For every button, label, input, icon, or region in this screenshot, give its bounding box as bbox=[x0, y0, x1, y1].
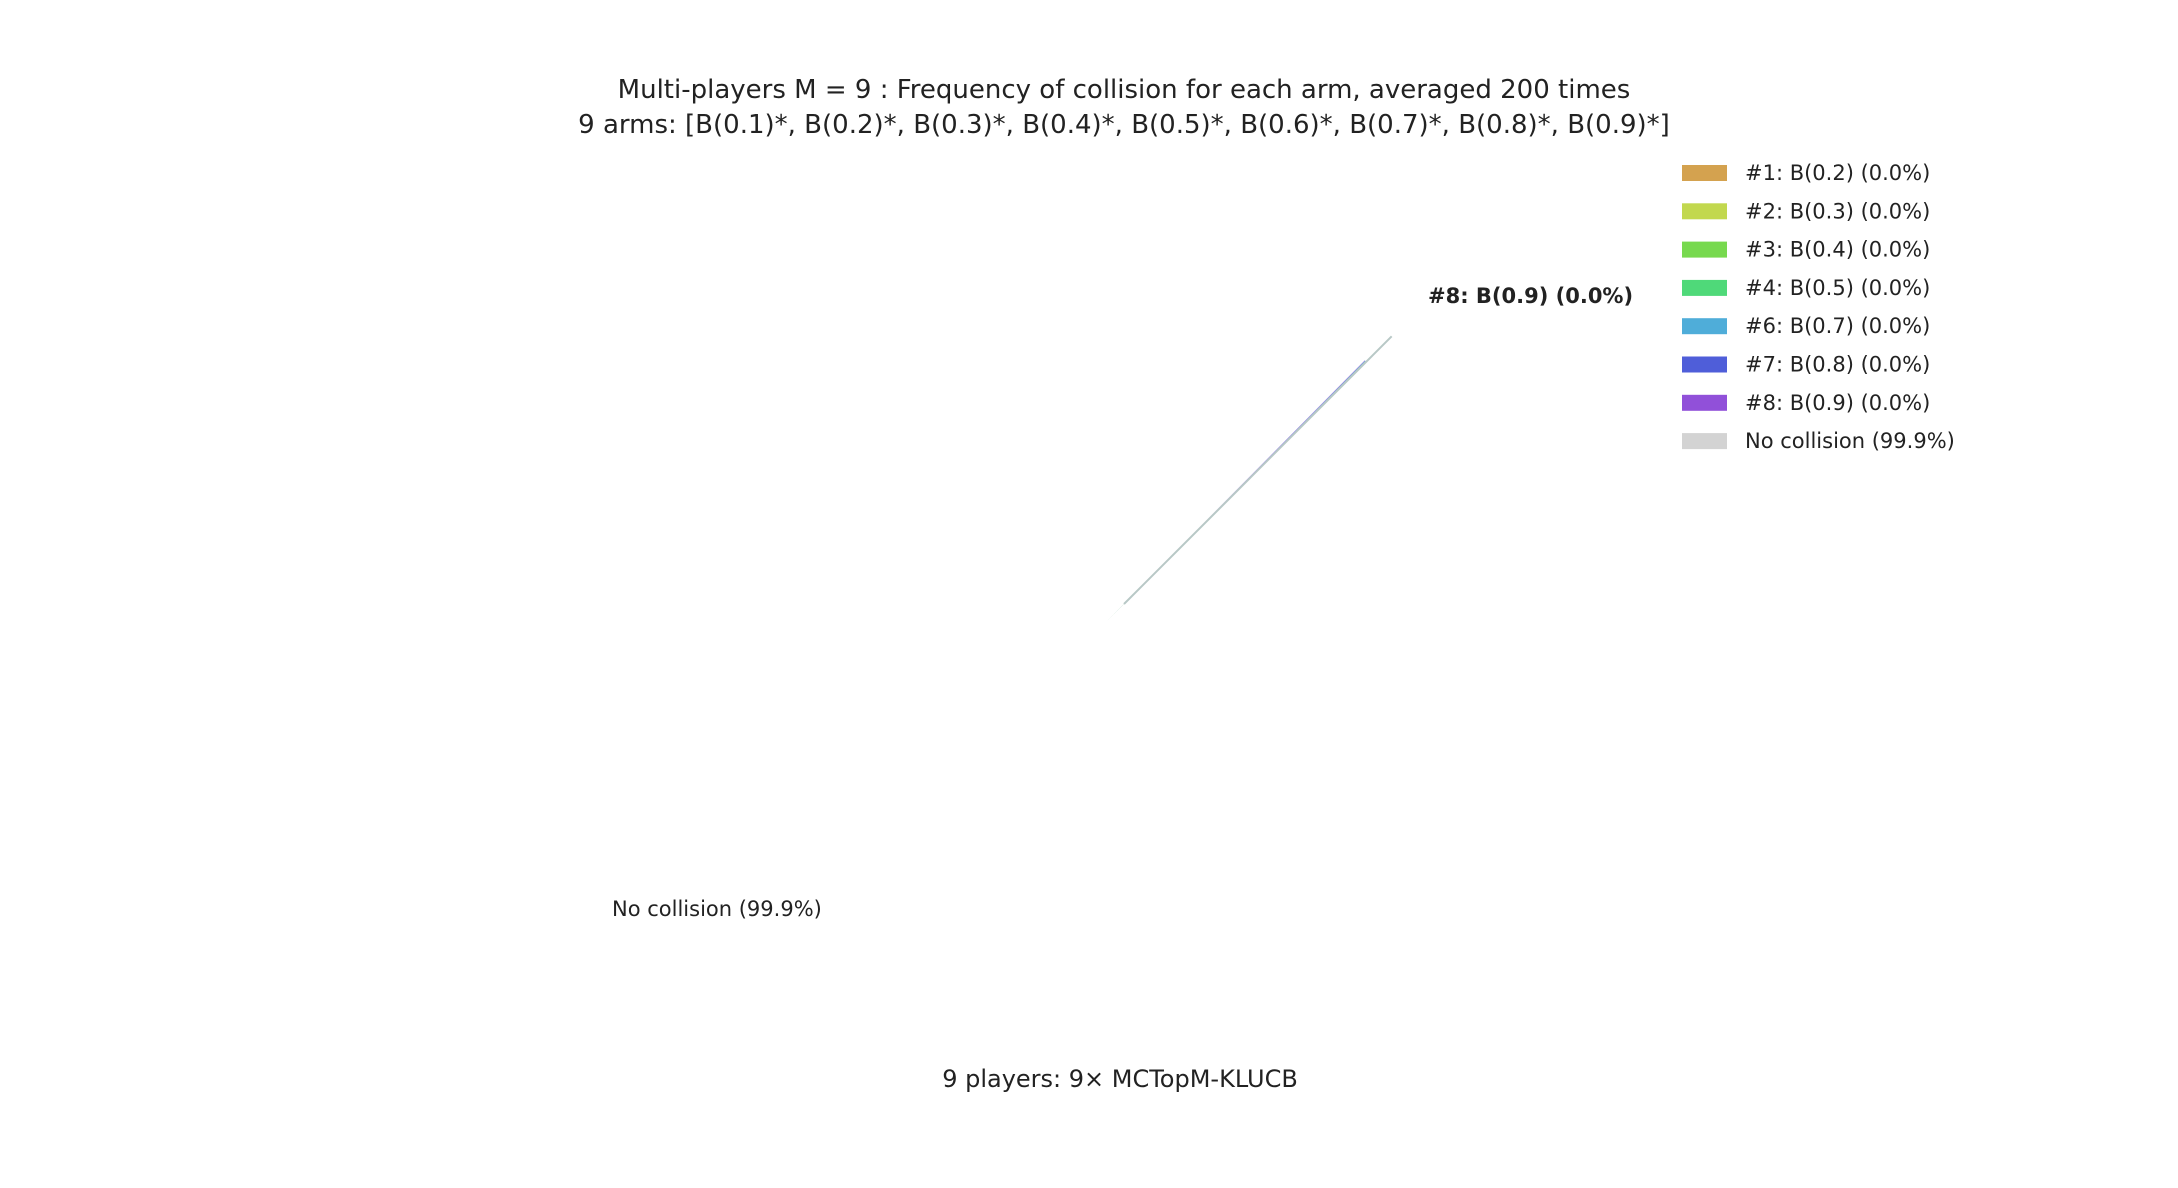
legend-label: #1: B(0.2) (0.0%) bbox=[1745, 161, 1930, 185]
slice-label-no-collision: No collision (99.9%) bbox=[612, 897, 822, 921]
slice-label-small-arms: #8: B(0.9) (0.0%) bbox=[1428, 284, 1633, 308]
legend-swatch bbox=[1682, 394, 1727, 411]
legend-label: #3: B(0.4) (0.0%) bbox=[1745, 238, 1930, 262]
zero-slice-wedge-line bbox=[1123, 335, 1393, 605]
legend-label: #7: B(0.8) (0.0%) bbox=[1745, 353, 1930, 377]
chart-title: Multi-players M = 9 : Frequency of colli… bbox=[618, 75, 1631, 105]
legend-swatch bbox=[1682, 241, 1727, 258]
legend-swatch bbox=[1682, 433, 1727, 450]
slice-labels: #8: B(0.9) (0.0%) No collision (99.9%) bbox=[612, 284, 1633, 921]
pie-slices bbox=[1106, 335, 1393, 622]
legend-swatch bbox=[1682, 318, 1727, 335]
legend-label: #2: B(0.3) (0.0%) bbox=[1745, 199, 1930, 223]
legend-swatch bbox=[1682, 279, 1727, 296]
legend-label: #8: B(0.9) (0.0%) bbox=[1745, 391, 1930, 415]
legend-swatch bbox=[1682, 165, 1727, 181]
chart-subtitle: 9 arms: [B(0.1)*, B(0.2)*, B(0.3)*, B(0.… bbox=[578, 110, 1670, 140]
legend-label: #6: B(0.7) (0.0%) bbox=[1745, 314, 1930, 338]
legend-label: No collision (99.9%) bbox=[1745, 429, 1955, 453]
legend-label: #4: B(0.5) (0.0%) bbox=[1745, 276, 1930, 300]
x-axis-label: 9 players: 9× MCTopM-KLUCB bbox=[942, 1065, 1298, 1093]
legend-swatch bbox=[1682, 203, 1727, 220]
legend-swatch bbox=[1682, 356, 1727, 373]
legend: #1: B(0.2) (0.0%) #2: B(0.3) (0.0%) #3: B(… bbox=[1682, 161, 1955, 453]
